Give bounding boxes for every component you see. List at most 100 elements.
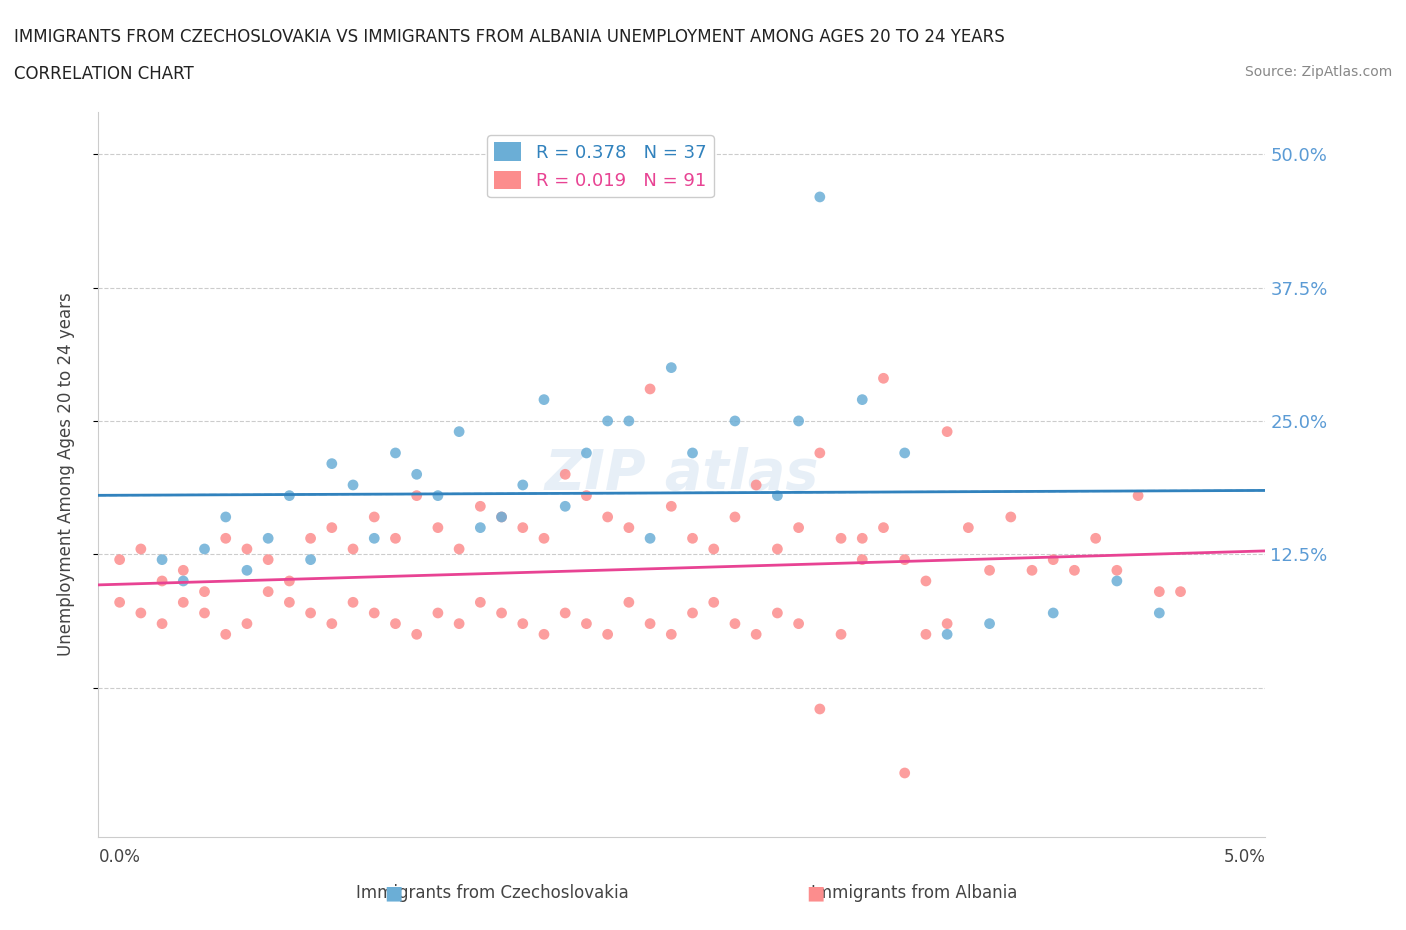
Point [1042,552,1064,567]
Point [830,531,852,546]
Text: Immigrants from Czechoslovakia: Immigrants from Czechoslovakia [356,884,628,902]
Point [787,520,810,535]
Point [638,531,661,546]
Point [808,701,831,716]
Point [703,595,725,610]
Point [1084,531,1107,546]
Point [554,467,576,482]
Point [257,531,280,546]
Point [108,595,131,610]
Point [533,627,555,642]
Point [1021,563,1043,578]
Point [787,414,810,429]
Point [596,414,619,429]
Text: 0.0%: 0.0% [98,847,141,866]
Text: IMMIGRANTS FROM CZECHOSLOVAKIA VS IMMIGRANTS FROM ALBANIA UNEMPLOYMENT AMONG AGE: IMMIGRANTS FROM CZECHOSLOVAKIA VS IMMIGR… [14,28,1005,46]
Point [1105,563,1128,578]
Point [957,520,980,535]
Point [533,531,555,546]
Point [426,520,449,535]
Point [278,595,301,610]
Point [449,617,471,631]
Point [617,520,640,535]
Point [426,605,449,620]
Point [1149,584,1171,599]
Point [1000,510,1022,525]
Point [724,510,747,525]
Point [745,477,768,492]
Point [321,457,343,472]
Point [470,520,492,535]
Point [215,510,238,525]
Point [915,627,938,642]
Point [215,627,238,642]
Point [936,627,959,642]
Point [682,605,704,620]
Point [150,617,173,631]
Point [596,627,619,642]
Point [575,445,598,460]
Point [808,190,831,205]
Point [554,498,576,513]
Point [108,552,131,567]
Point [278,488,301,503]
Point [1170,584,1192,599]
Point [745,627,768,642]
Point [342,595,364,610]
Point [363,510,385,525]
Point [342,477,364,492]
Point [766,605,789,620]
Point [193,541,215,556]
Point [172,595,194,610]
Point [1063,563,1085,578]
Text: Immigrants from Albania: Immigrants from Albania [811,884,1017,902]
Point [575,617,598,631]
Point [342,541,364,556]
Point [682,445,704,460]
Point [893,552,915,567]
Point [554,605,576,620]
Text: Source: ZipAtlas.com: Source: ZipAtlas.com [1244,65,1392,79]
Point [299,605,322,620]
Point [766,541,789,556]
Point [491,510,513,525]
Point [638,617,661,631]
Point [1105,574,1128,589]
Point [638,381,661,396]
Point [512,477,534,492]
Text: ■: ■ [384,884,404,902]
Y-axis label: Unemployment Among Ages 20 to 24 years: Unemployment Among Ages 20 to 24 years [56,292,75,657]
Text: ■: ■ [806,884,825,902]
Point [1042,605,1064,620]
Point [703,541,725,556]
Point [659,627,682,642]
Text: ZIP atlas: ZIP atlas [544,447,820,501]
Point [936,617,959,631]
Point [405,627,427,642]
Point [1126,488,1149,503]
Point [724,414,747,429]
Point [1149,605,1171,620]
Point [384,531,406,546]
Point [449,424,471,439]
Point [236,617,259,631]
Point [659,498,682,513]
Point [236,563,259,578]
Point [893,765,915,780]
Point [851,552,873,567]
Point [384,445,406,460]
Point [278,574,301,589]
Point [872,520,894,535]
Point [150,574,173,589]
Point [384,617,406,631]
Point [808,445,831,460]
Point [363,531,385,546]
Point [172,563,194,578]
Point [470,498,492,513]
Point [257,552,280,567]
Point [872,371,894,386]
Point [617,595,640,610]
Point [979,617,1001,631]
Point [405,467,427,482]
Point [851,531,873,546]
